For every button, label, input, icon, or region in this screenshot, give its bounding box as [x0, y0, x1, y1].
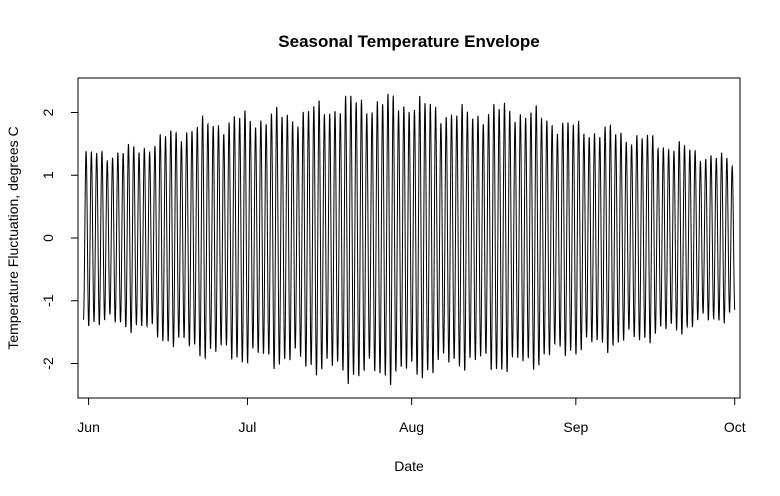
y-tick-label: -2	[40, 357, 56, 370]
y-axis-label: Temperature Fluctuation, degrees C	[5, 126, 21, 349]
y-tick-label: 2	[40, 108, 56, 116]
x-axis-label: Date	[394, 458, 424, 474]
x-tick-label: Sep	[563, 419, 588, 435]
temperature-series-line	[82, 93, 736, 386]
x-tick-label: Oct	[724, 419, 746, 435]
chart-title: Seasonal Temperature Envelope	[278, 32, 539, 51]
y-tick-label: 0	[40, 234, 56, 242]
series-group	[82, 93, 736, 386]
x-tick-label: Jun	[77, 419, 100, 435]
y-tick-label: 1	[40, 171, 56, 179]
y-tick-label: -1	[40, 294, 56, 307]
x-tick-label: Aug	[399, 419, 424, 435]
x-axis: Jun Jul Aug Sep Oct	[77, 397, 746, 435]
y-axis: -2 -1 0 1 2	[40, 108, 79, 370]
x-tick-label: Jul	[239, 419, 257, 435]
